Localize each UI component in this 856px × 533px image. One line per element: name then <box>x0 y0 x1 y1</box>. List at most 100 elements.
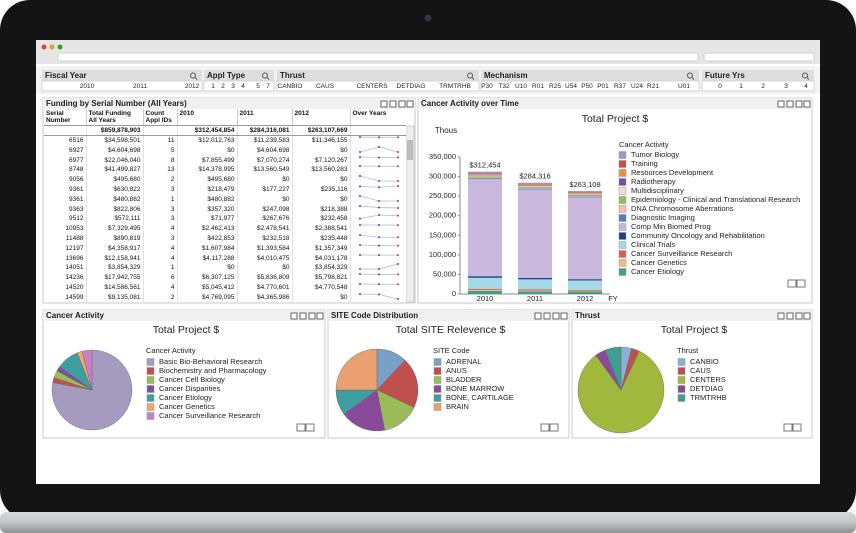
search-icon[interactable] <box>806 77 810 80</box>
table-cell: $0 <box>237 263 293 274</box>
search-icon[interactable] <box>687 72 693 79</box>
pie-slice <box>335 348 378 391</box>
filter-value[interactable]: 1 <box>211 83 215 90</box>
pie-chart-header <box>572 310 812 321</box>
filter-value[interactable]: CENTERS <box>356 83 388 90</box>
panel-icon[interactable] <box>552 312 560 320</box>
panel-icon[interactable] <box>290 312 298 320</box>
panel-icon[interactable] <box>777 312 785 320</box>
bar-segment <box>468 276 502 278</box>
filter-value[interactable]: T32 <box>498 83 510 90</box>
panel-icon[interactable] <box>560 312 568 320</box>
panel-icon[interactable] <box>316 312 324 320</box>
chart-title: Total Project $ <box>582 113 649 125</box>
search-bar[interactable] <box>703 52 815 62</box>
panel-icon[interactable] <box>786 100 794 108</box>
panel-icon[interactable] <box>795 312 803 320</box>
filter-label: Thrust <box>280 71 305 80</box>
panel-icon[interactable] <box>308 312 316 320</box>
filter-value[interactable]: 1 <box>739 83 743 90</box>
scrollbar-thumb[interactable] <box>407 140 413 160</box>
panel-icon[interactable] <box>398 100 406 108</box>
filter-value[interactable]: 7 <box>266 83 270 90</box>
filter-value[interactable]: 3 <box>231 83 235 90</box>
table-cell: 1 <box>143 263 178 274</box>
scroll-down[interactable] <box>792 423 802 432</box>
sparkline-dot <box>396 184 399 187</box>
filter-value[interactable]: 0 <box>718 83 722 90</box>
scroll-down[interactable] <box>549 423 559 432</box>
table-cell: $14,378,995 <box>177 165 238 176</box>
filter-value[interactable]: 2011 <box>133 83 147 90</box>
search-icon[interactable] <box>471 77 475 80</box>
panel-icon[interactable] <box>406 100 414 108</box>
table-row: 14599 $9,135,081 2 $4,769,095 $4,365,986 $0 <box>44 292 406 302</box>
filter-value[interactable]: 4 <box>241 83 245 90</box>
table-cell: $14,586,561 <box>86 282 144 293</box>
window-zoom[interactable] <box>57 44 63 50</box>
filter-value[interactable]: 2 <box>761 83 765 90</box>
scroll-up[interactable] <box>296 423 306 432</box>
scroll-up[interactable] <box>787 279 797 288</box>
panel-icon[interactable] <box>795 100 803 108</box>
filter-value[interactable]: U10 <box>515 83 527 90</box>
panel-icon[interactable] <box>777 100 785 108</box>
filter-value[interactable]: 3 <box>784 83 788 90</box>
filter-values <box>203 80 275 92</box>
table-cell: $572,111 <box>86 214 144 225</box>
window-close[interactable] <box>41 44 47 50</box>
scroll-up[interactable] <box>783 423 793 432</box>
panel-icon[interactable] <box>389 100 397 108</box>
search-icon[interactable] <box>190 72 196 79</box>
panel-icon[interactable] <box>534 312 542 320</box>
legend-label: Community Oncology and Rehabilitation <box>631 231 765 240</box>
filter-value[interactable]: R21 <box>647 83 659 90</box>
bar-chart-panel-title: Cancer Activity over Time <box>421 99 519 108</box>
filter-value[interactable]: R01 <box>532 83 544 90</box>
panel-icon[interactable] <box>543 312 551 320</box>
table: Serial Number Total Funding All Years Coun… <box>44 109 406 302</box>
panel-icon[interactable] <box>380 100 388 108</box>
scroll-up[interactable] <box>540 423 550 432</box>
filter-value[interactable]: DETDIAG <box>397 83 426 90</box>
panel-icon[interactable] <box>786 312 794 320</box>
filter-value[interactable]: CAUS <box>316 83 335 90</box>
panel-icon[interactable] <box>803 100 811 108</box>
search-icon[interactable] <box>802 72 808 79</box>
bar-segment <box>518 186 552 189</box>
search-icon[interactable] <box>467 72 473 79</box>
filter-value[interactable]: CANBIO <box>278 83 303 90</box>
search-icon[interactable] <box>194 77 198 80</box>
filter-value[interactable]: R37 <box>614 83 626 90</box>
address-bar[interactable] <box>57 52 699 62</box>
table-cell: $5,045,412 <box>177 282 238 293</box>
filter-value[interactable]: 2010 <box>80 83 95 90</box>
filter-value[interactable]: R25 <box>549 83 561 90</box>
bar-segment <box>518 184 552 185</box>
legend-label: Cancer Disparities <box>159 384 221 393</box>
filter-value[interactable]: 2012 <box>185 83 200 90</box>
search-icon[interactable] <box>691 77 695 80</box>
panel-icon[interactable] <box>299 312 307 320</box>
filter-value[interactable]: U24 <box>631 83 643 90</box>
legend-swatch <box>146 412 155 420</box>
filter-value[interactable]: P30 <box>481 83 493 90</box>
filter-value[interactable]: 4 <box>804 83 808 90</box>
search-icon[interactable] <box>262 72 268 79</box>
filter-value[interactable]: 5 <box>256 83 260 90</box>
sparkline-dot <box>396 263 399 266</box>
window-minimize[interactable] <box>49 44 55 50</box>
filter-value[interactable]: TRMTRHB <box>439 83 471 90</box>
table-cell: 11 <box>143 135 178 146</box>
panel-icon[interactable] <box>803 312 811 320</box>
filter-value[interactable]: P50 <box>581 83 593 90</box>
table-cell: $480,882 <box>177 194 238 205</box>
search-icon[interactable] <box>266 77 270 80</box>
sparkline-dot <box>358 268 361 271</box>
filter-value[interactable]: U54 <box>565 83 577 90</box>
filter-value[interactable]: 2 <box>221 83 225 90</box>
filter-value[interactable]: P01 <box>597 83 609 90</box>
scroll-down[interactable] <box>796 279 806 288</box>
scroll-down[interactable] <box>305 423 315 432</box>
filter-value[interactable]: U01 <box>678 83 690 90</box>
